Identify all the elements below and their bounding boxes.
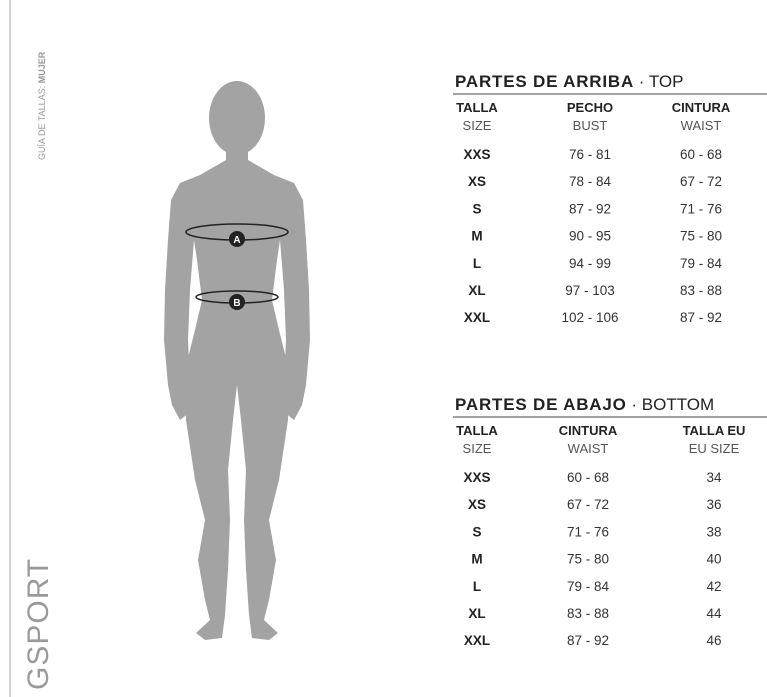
measure-cell: 46 xyxy=(706,633,721,648)
size-cell: XXS xyxy=(463,470,490,485)
measure-cell: 90 - 95 xyxy=(569,229,611,244)
marker-label: B xyxy=(233,298,240,309)
marker-label: A xyxy=(233,235,240,246)
measure-cell: 71 - 76 xyxy=(567,524,609,539)
guide-label: GUÍA DE TALLAS: MUJER xyxy=(37,51,47,160)
size-cell: L xyxy=(473,579,481,594)
measure-cell: 60 - 68 xyxy=(567,470,609,485)
measure-cell: 87 - 92 xyxy=(680,310,722,325)
measure-cell: 71 - 76 xyxy=(680,201,722,216)
measure-cell: 83 - 88 xyxy=(567,606,609,621)
measure-cell: 79 - 84 xyxy=(680,256,723,271)
column-subheader: SIZE xyxy=(463,118,492,133)
measure-cell: 76 - 81 xyxy=(569,147,611,162)
size-cell: S xyxy=(472,201,481,216)
measure-cell: 94 - 99 xyxy=(569,256,611,271)
measure-cell: 60 - 68 xyxy=(680,147,722,162)
column-header: TALLA xyxy=(456,100,498,115)
measure-cell: 40 xyxy=(706,552,721,567)
size-cell: M xyxy=(471,552,482,567)
measure-cell: 102 - 106 xyxy=(561,310,618,325)
measure-cell: 75 - 80 xyxy=(567,552,609,567)
size-cell: XXL xyxy=(464,310,490,325)
measure-cell: 87 - 92 xyxy=(567,633,609,648)
measure-cell: 67 - 72 xyxy=(680,174,722,189)
measure-cell: 44 xyxy=(706,606,722,621)
size-cell: M xyxy=(471,229,482,244)
measure-cell: 75 - 80 xyxy=(680,229,722,244)
size-cell: XXL xyxy=(464,633,490,648)
measure-cell: 87 - 92 xyxy=(569,201,611,216)
table-title: PARTES DE ABAJO · BOTTOM xyxy=(455,395,714,414)
column-subheader: EU SIZE xyxy=(689,441,740,456)
size-cell: L xyxy=(473,256,481,271)
column-subheader: WAIST xyxy=(568,441,609,456)
measure-cell: 42 xyxy=(706,579,721,594)
measure-cell: 78 - 84 xyxy=(569,174,612,189)
size-guide: GUÍA DE TALLAS: MUJER GSPORT A B PARTES … xyxy=(0,0,767,697)
column-header: CINTURA xyxy=(672,100,731,115)
silhouette xyxy=(164,81,310,640)
column-subheader: SIZE xyxy=(463,441,492,456)
size-cell: XL xyxy=(468,606,485,621)
measure-cell: 97 - 103 xyxy=(565,283,615,298)
size-cell: XS xyxy=(468,497,486,512)
title-bold: PARTES DE ABAJO xyxy=(455,395,627,414)
title-bold: PARTES DE ARRIBA xyxy=(455,72,634,91)
column-subheader: WAIST xyxy=(681,118,722,133)
size-cell: XL xyxy=(468,283,485,298)
size-cell: XXS xyxy=(463,147,490,162)
measure-cell: 34 xyxy=(706,470,722,485)
measure-cell: 36 xyxy=(706,497,721,512)
brand: GSPORT xyxy=(22,558,55,690)
measure-cell: 79 - 84 xyxy=(567,579,610,594)
tables: PARTES DE ARRIBA · TOP TALLA SIZE PECHO BUST… xyxy=(453,72,767,648)
title-separator: · xyxy=(639,72,645,91)
size-cell: S xyxy=(472,524,481,539)
measure-cell: 38 xyxy=(706,524,721,539)
size-cell: XS xyxy=(468,174,486,189)
column-header: CINTURA xyxy=(559,423,618,438)
title-light: TOP xyxy=(649,72,684,91)
measure-cell: 83 - 88 xyxy=(680,283,722,298)
column-header: PECHO xyxy=(567,100,613,115)
measure-cell: 67 - 72 xyxy=(567,497,609,512)
column-subheader: BUST xyxy=(573,118,608,133)
column-header: TALLA xyxy=(456,423,498,438)
column-header: TALLA EU xyxy=(683,423,746,438)
table-title: PARTES DE ARRIBA · TOP xyxy=(455,72,684,91)
title-light: BOTTOM xyxy=(642,395,714,414)
title-separator: · xyxy=(631,395,637,414)
